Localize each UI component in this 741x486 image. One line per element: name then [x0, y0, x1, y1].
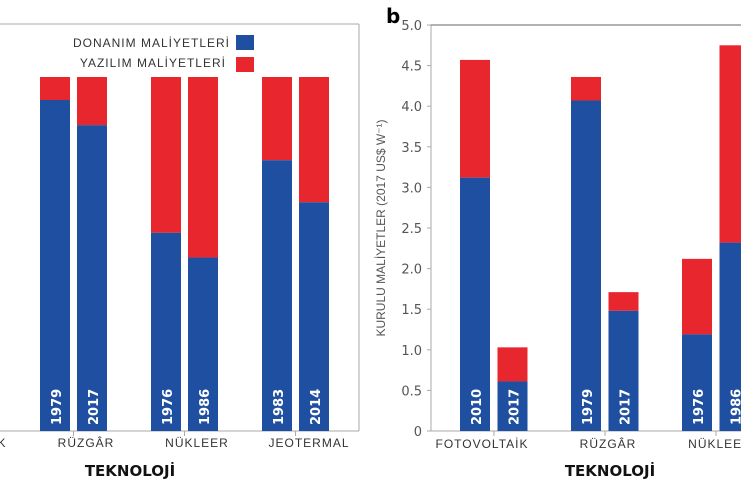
bar-year-label: 2010	[470, 389, 485, 425]
y-tick-label: 2.0	[401, 263, 422, 278]
bar-year-label: 2017	[87, 389, 102, 425]
bar-hardware	[608, 310, 639, 431]
y-tick-label: 0	[414, 425, 422, 440]
legend-hardware-label: DONANIM MALİYETLERİ	[73, 36, 230, 50]
bar-software	[497, 347, 528, 382]
bar-software	[682, 258, 712, 335]
bar-hardware	[77, 125, 107, 432]
x-axis-title: TEKNOLOJİ	[565, 461, 655, 480]
bar-software	[719, 45, 741, 243]
bar-software	[460, 59, 490, 178]
bar-software	[608, 292, 639, 311]
category-label: FOTOVOLTAİK	[435, 437, 528, 451]
bar-software	[77, 77, 107, 126]
chart-a: DONANIM MALİYETLERİ YAZILIM MALİYETLERİ …	[0, 23, 360, 480]
bar-year-label: 2017	[508, 389, 523, 425]
x-axis-title: TEKNOLOJİ	[85, 461, 175, 480]
y-tick-label: 3.5	[401, 141, 422, 156]
bar-year-label: 2014	[309, 389, 324, 425]
bar-software	[299, 77, 329, 203]
bar-year-label: 1979	[581, 389, 596, 425]
bar-year-label: 1986	[730, 389, 741, 425]
bar-software	[571, 76, 601, 101]
panel-label: b	[386, 4, 400, 28]
y-axis-title: KURULU MALİYETLER (2017 US$ W⁻¹)	[374, 119, 388, 336]
bar-hardware	[497, 381, 528, 431]
bar-hardware	[719, 242, 741, 431]
bar-hardware	[571, 100, 601, 432]
bar-software	[262, 77, 292, 161]
bar-year-label: 2017	[619, 389, 634, 425]
y-tick-label: 4.5	[401, 60, 422, 75]
bar-hardware	[151, 232, 181, 431]
y-tick-label: 5.0	[401, 19, 422, 34]
bar-hardware	[299, 202, 329, 431]
bar-hardware	[682, 334, 712, 431]
y-tick-label: 1.0	[401, 344, 422, 359]
bar-software	[188, 77, 218, 258]
category-label: RÜZGÂR	[58, 435, 115, 450]
legend-software-swatch	[236, 57, 254, 72]
bar-software	[151, 77, 181, 233]
bar-hardware	[40, 100, 70, 431]
bar-year-label: 1979	[50, 389, 65, 425]
bar-year-label: 1986	[198, 389, 213, 425]
bar-hardware	[188, 257, 218, 431]
bar-software	[40, 77, 70, 101]
chart-b: b KURULU MALİYETLER (2017 US$ W⁻¹) TEKNO…	[374, 4, 741, 480]
legend-software-label: YAZILIM MALİYETLERİ	[80, 56, 226, 70]
y-tick-label: 1.5	[401, 303, 422, 318]
bar-year-label: 1983	[272, 389, 287, 425]
category-label: NÜKLEER	[165, 436, 229, 450]
category-label: RÜZGÂR	[580, 436, 637, 451]
category-label: FOTOVOLTAİK	[0, 436, 7, 450]
y-tick-label: 4.0	[401, 100, 422, 115]
y-tick-label: 2.5	[401, 222, 422, 237]
bar-year-label: 1976	[692, 389, 707, 425]
legend-hardware-swatch	[236, 35, 254, 50]
bar-hardware	[460, 177, 490, 431]
category-label: NÜKLEER	[688, 437, 741, 451]
category-label: JEOTERMAL	[268, 436, 349, 450]
bar-hardware	[262, 160, 292, 431]
y-tick-label: 0.5	[401, 384, 422, 399]
y-tick-label: 3.0	[401, 181, 422, 196]
bar-year-label: 1976	[161, 389, 176, 425]
